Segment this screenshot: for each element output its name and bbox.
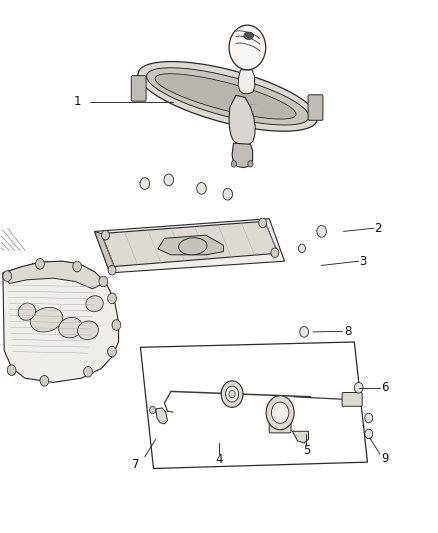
Circle shape [221, 381, 243, 407]
Circle shape [300, 327, 308, 337]
Text: 6: 6 [381, 381, 389, 394]
Circle shape [229, 390, 235, 398]
Ellipse shape [244, 32, 254, 39]
FancyBboxPatch shape [308, 95, 323, 120]
Circle shape [35, 259, 44, 269]
Ellipse shape [179, 238, 207, 255]
Circle shape [271, 248, 279, 257]
Circle shape [99, 276, 108, 287]
Circle shape [3, 271, 12, 281]
Circle shape [108, 265, 116, 275]
Polygon shape [292, 431, 308, 443]
Circle shape [140, 177, 150, 189]
Polygon shape [158, 235, 223, 255]
Polygon shape [155, 74, 296, 119]
Circle shape [108, 346, 117, 357]
Polygon shape [3, 261, 119, 382]
Ellipse shape [18, 303, 35, 320]
Polygon shape [3, 261, 106, 289]
Circle shape [226, 386, 239, 402]
Text: 9: 9 [381, 453, 389, 465]
Text: 2: 2 [374, 222, 382, 235]
Polygon shape [155, 408, 167, 424]
Circle shape [317, 225, 326, 237]
Polygon shape [232, 143, 253, 167]
Circle shape [112, 320, 121, 330]
Circle shape [197, 182, 206, 194]
Circle shape [365, 413, 373, 423]
Polygon shape [229, 95, 255, 146]
Ellipse shape [86, 296, 103, 312]
Polygon shape [101, 221, 278, 266]
Polygon shape [147, 68, 309, 125]
Circle shape [223, 188, 233, 200]
Circle shape [164, 174, 173, 185]
Polygon shape [95, 231, 114, 273]
Text: 7: 7 [132, 458, 140, 471]
FancyBboxPatch shape [131, 76, 146, 101]
Circle shape [231, 161, 237, 167]
Circle shape [248, 161, 253, 167]
Text: 3: 3 [360, 255, 367, 268]
Text: 8: 8 [344, 325, 351, 338]
Ellipse shape [59, 318, 82, 338]
FancyBboxPatch shape [269, 416, 291, 433]
Ellipse shape [30, 308, 63, 332]
Circle shape [40, 375, 49, 386]
Circle shape [150, 406, 155, 414]
Circle shape [7, 365, 16, 375]
Circle shape [365, 429, 373, 439]
Circle shape [229, 25, 266, 70]
Text: 5: 5 [303, 445, 310, 457]
Circle shape [266, 395, 294, 430]
Text: 4: 4 [215, 453, 223, 466]
Circle shape [108, 293, 117, 304]
Ellipse shape [78, 321, 99, 340]
Circle shape [354, 382, 363, 393]
Circle shape [298, 244, 305, 253]
Circle shape [272, 402, 289, 423]
Text: 1: 1 [73, 95, 81, 108]
Circle shape [73, 261, 81, 272]
Circle shape [84, 367, 92, 377]
FancyBboxPatch shape [342, 392, 362, 406]
Polygon shape [95, 219, 285, 273]
Polygon shape [138, 62, 318, 131]
Circle shape [102, 230, 110, 240]
Polygon shape [238, 70, 255, 94]
Circle shape [259, 218, 267, 228]
